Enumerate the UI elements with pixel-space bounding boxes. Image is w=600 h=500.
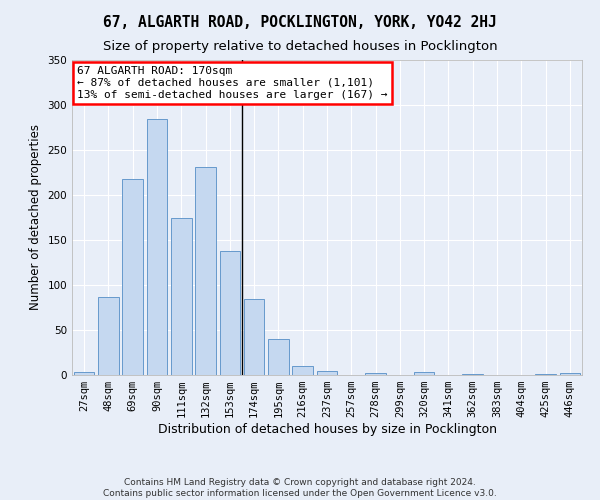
Bar — [365, 373, 386, 375]
Bar — [268, 339, 289, 375]
Bar — [535, 374, 556, 375]
Bar — [98, 296, 119, 375]
Bar — [74, 372, 94, 375]
Bar — [463, 374, 483, 375]
Bar — [220, 251, 240, 375]
Bar — [317, 370, 337, 375]
Bar — [292, 366, 313, 375]
Bar — [195, 167, 216, 375]
X-axis label: Distribution of detached houses by size in Pocklington: Distribution of detached houses by size … — [157, 423, 497, 436]
Bar — [244, 298, 265, 375]
Bar — [171, 218, 191, 375]
Text: 67 ALGARTH ROAD: 170sqm
← 87% of detached houses are smaller (1,101)
13% of semi: 67 ALGARTH ROAD: 170sqm ← 87% of detache… — [77, 66, 388, 100]
Text: Contains HM Land Registry data © Crown copyright and database right 2024.
Contai: Contains HM Land Registry data © Crown c… — [103, 478, 497, 498]
Bar — [560, 373, 580, 375]
Text: 67, ALGARTH ROAD, POCKLINGTON, YORK, YO42 2HJ: 67, ALGARTH ROAD, POCKLINGTON, YORK, YO4… — [103, 15, 497, 30]
Bar — [122, 179, 143, 375]
Bar — [146, 120, 167, 375]
Text: Size of property relative to detached houses in Pocklington: Size of property relative to detached ho… — [103, 40, 497, 53]
Bar — [414, 372, 434, 375]
Y-axis label: Number of detached properties: Number of detached properties — [29, 124, 42, 310]
